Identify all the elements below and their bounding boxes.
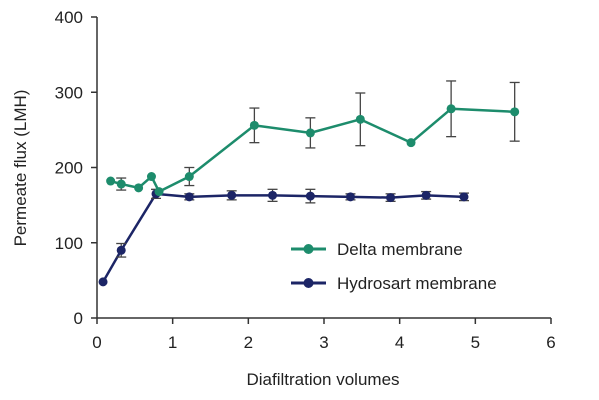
legend-marker-delta	[303, 244, 314, 254]
x-tick-label: 5	[471, 333, 480, 352]
data-point-delta	[510, 107, 520, 117]
series-hydrosart	[98, 188, 469, 287]
y-tick-label: 0	[74, 309, 83, 328]
x-tick-label: 4	[395, 333, 404, 352]
data-point-hydrosart	[184, 192, 194, 202]
data-point-delta	[134, 183, 144, 193]
legend-marker-hydrosart	[303, 278, 314, 288]
data-point-hydrosart	[227, 190, 237, 200]
data-point-delta	[184, 172, 194, 182]
series-layer	[98, 80, 520, 287]
x-tick-label: 3	[319, 333, 328, 352]
tick-labels: 0 1 2 3 4 5 6 0 100 200 300 400	[55, 8, 556, 352]
data-point-hydrosart	[305, 191, 315, 201]
data-point-hydrosart	[459, 192, 469, 202]
y-tick-label: 100	[55, 234, 83, 253]
legend: Delta membrane Hydrosart membrane	[291, 240, 497, 293]
x-tick-label: 0	[92, 333, 101, 352]
x-tick-label: 2	[244, 333, 253, 352]
data-point-hydrosart	[345, 192, 355, 202]
data-point-delta	[446, 104, 456, 114]
x-tick-label: 1	[168, 333, 177, 352]
series-line-delta	[110, 107, 515, 193]
x-tick-label: 6	[546, 333, 555, 352]
data-point-hydrosart	[421, 190, 431, 200]
axes	[91, 16, 552, 324]
data-point-delta	[116, 179, 126, 189]
y-axis-title: Permeate flux (LMH)	[11, 90, 30, 247]
legend-label-hydrosart: Hydrosart membrane	[337, 274, 497, 293]
data-point-delta	[154, 187, 164, 197]
x-axis-title: Diafiltration volumes	[246, 370, 399, 389]
data-point-hydrosart	[386, 193, 396, 203]
y-tick-label: 200	[55, 159, 83, 178]
y-tick-label: 300	[55, 83, 83, 102]
data-point-delta	[305, 128, 315, 138]
y-tick-label: 400	[55, 8, 83, 27]
data-point-delta	[406, 138, 416, 148]
series-delta	[106, 80, 520, 197]
data-point-delta	[249, 120, 259, 130]
data-point-hydrosart	[116, 245, 126, 255]
legend-label-delta: Delta membrane	[337, 240, 463, 259]
data-point-delta	[355, 114, 365, 124]
data-point-delta	[146, 172, 156, 182]
data-point-delta	[106, 176, 116, 186]
series-line-hydrosart	[101, 192, 465, 283]
data-point-hydrosart	[268, 190, 278, 200]
data-point-hydrosart	[98, 277, 108, 287]
